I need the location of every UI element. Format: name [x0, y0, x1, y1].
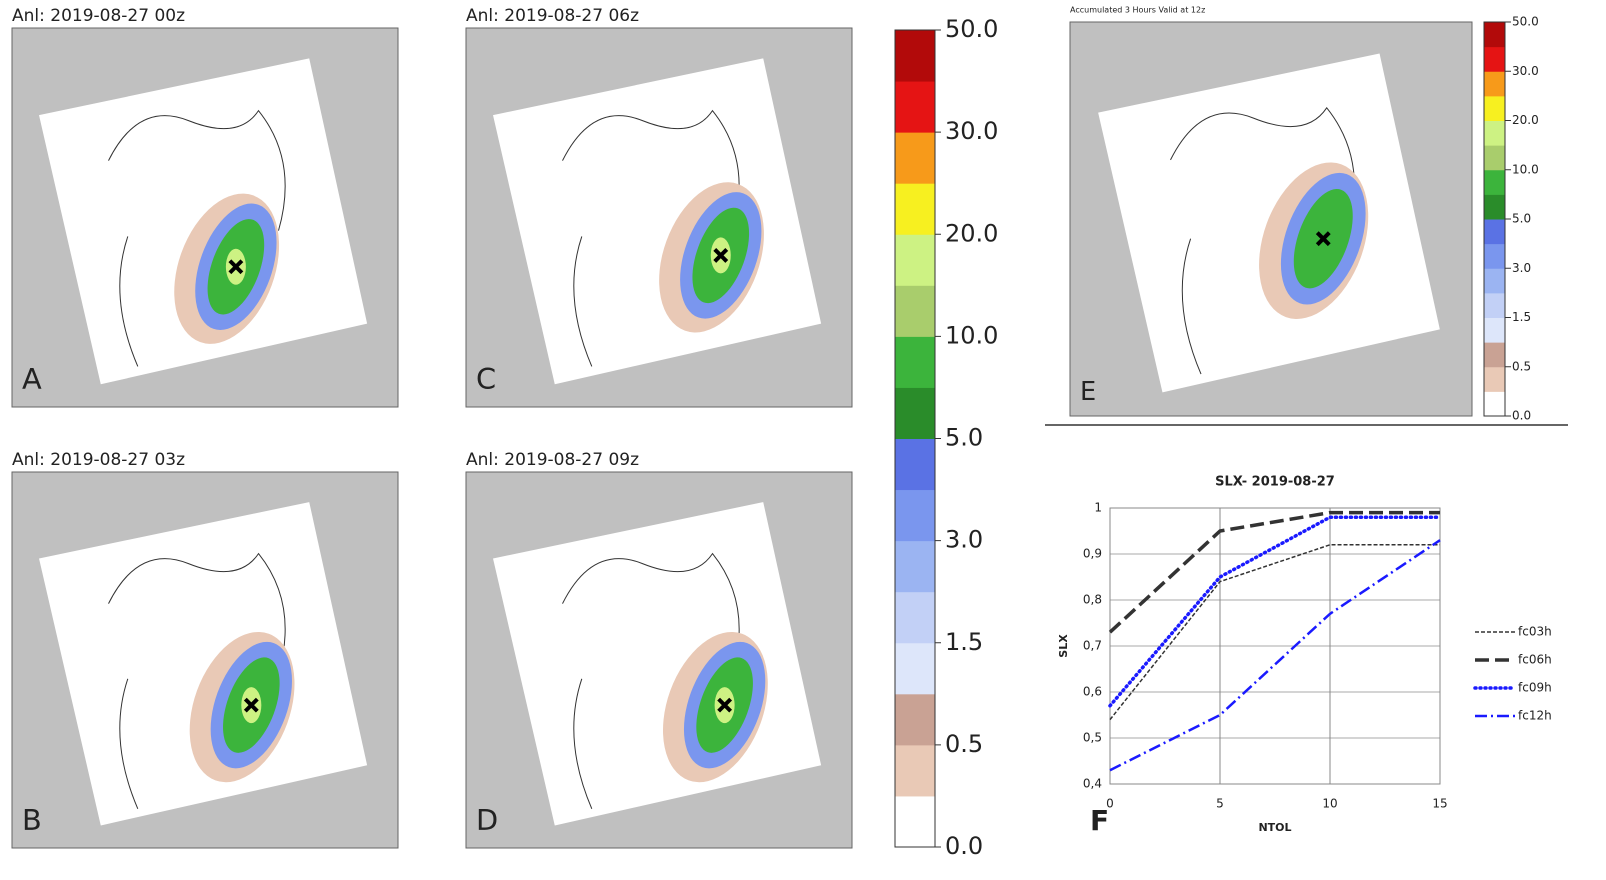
x-tick-label: 0: [1106, 797, 1114, 811]
panel-title: Anl: 2019-08-27 03z: [12, 450, 185, 470]
colorbar-band: [1484, 194, 1505, 220]
coastline: [108, 552, 286, 809]
x-tick-label: 5: [1216, 797, 1224, 811]
x-tick-label: 15: [1432, 797, 1447, 811]
colorbar-tick-label: 1.5: [945, 628, 983, 656]
colorbar-tick-label: 10.0: [945, 321, 998, 349]
colorbar-band: [1484, 46, 1505, 72]
storm-marker: [717, 697, 733, 713]
y-axis-label: SLX: [1057, 634, 1070, 658]
storm-marker: [1315, 231, 1331, 247]
colorbar-band: [895, 438, 935, 491]
colorbar-tick-label: 20.0: [1512, 113, 1539, 127]
colorbar-band: [1484, 22, 1505, 48]
colorbar-tick-label: 20.0: [945, 219, 998, 247]
colorbar-band: [895, 744, 935, 797]
colorbar-band: [895, 132, 935, 184]
colorbar-band: [895, 642, 935, 695]
colorbar-band: [895, 591, 935, 644]
y-tick-label: 0,6: [1083, 685, 1102, 699]
colorbar-tick-label: 30.0: [945, 117, 998, 145]
colorbar-tick-label: 0.0: [945, 832, 983, 860]
coastline: [562, 552, 740, 809]
series-line: [1108, 510, 1440, 634]
series-line: [1109, 539, 1441, 772]
y-tick-label: 0,4: [1083, 777, 1102, 791]
colorbar-tick-label: 3.0: [1512, 261, 1531, 275]
colorbar-band: [1484, 292, 1505, 318]
colorbar-band: [1484, 219, 1505, 245]
colorbar-band: [895, 30, 935, 82]
x-axis-label: NTOL: [1258, 821, 1291, 834]
colorbar-band: [1484, 243, 1505, 269]
colorbar-band: [895, 81, 935, 133]
colorbar-tick-label: 30.0: [1512, 64, 1539, 78]
panel-letter: C: [476, 362, 496, 396]
colorbar-tick-label: 5.0: [1512, 212, 1531, 226]
colorbar-band: [895, 540, 935, 593]
panel-letter: A: [22, 362, 42, 396]
colorbar-band: [895, 693, 935, 746]
coastline: [108, 109, 286, 367]
panel-letter: F: [1090, 804, 1109, 837]
colorbar-tick-label: 1.5: [1512, 310, 1531, 324]
colorbar-band: [1484, 342, 1505, 368]
colorbar-tick-label: 5.0: [945, 424, 983, 452]
colorbar-band: [1484, 366, 1505, 392]
colorbar-band: [895, 285, 935, 337]
series-line: [1108, 515, 1442, 708]
panel-title: Anl: 2019-08-27 09z: [466, 450, 639, 470]
colorbar-band: [895, 795, 935, 848]
colorbar-band: [895, 387, 935, 439]
legend-label: fc06h: [1518, 653, 1552, 667]
colorbar-band: [1484, 95, 1505, 121]
colorbar-tick-label: 50.0: [945, 15, 998, 43]
panel-title: Anl: 2019-08-27 00z: [12, 6, 185, 26]
colorbar-band: [895, 234, 935, 286]
panel-letter: D: [476, 803, 498, 837]
colorbar-band: [895, 183, 935, 235]
colorbar-tick-label: 3.0: [945, 526, 983, 554]
legend-label: fc09h: [1518, 681, 1552, 695]
y-tick-label: 0,9: [1083, 547, 1102, 561]
storm-marker: [228, 259, 244, 275]
panel-letter: B: [22, 803, 42, 837]
storm-marker: [713, 247, 729, 263]
colorbar-tick-label: 0.0: [1512, 409, 1531, 423]
storm-marker: [243, 697, 259, 713]
y-tick-label: 0,8: [1083, 593, 1102, 607]
panel-title: Accumulated 3 Hours Valid at 12z: [1070, 6, 1205, 15]
colorbar-band: [1484, 391, 1505, 417]
colorbar-tick-label: 0.5: [945, 730, 983, 758]
legend-label: fc12h: [1518, 709, 1552, 723]
colorbar-band: [1484, 120, 1505, 146]
x-tick-label: 10: [1322, 797, 1337, 811]
plot-frame: [1109, 507, 1441, 785]
colorbar-band: [895, 489, 935, 542]
colorbar-band: [1484, 317, 1505, 343]
coastline: [562, 109, 740, 367]
series-line: [1109, 544, 1440, 721]
y-tick-label: 0,7: [1083, 639, 1102, 653]
panel-title: Anl: 2019-08-27 06z: [466, 6, 639, 26]
colorbar-band: [1484, 169, 1505, 195]
y-tick-label: 1: [1094, 501, 1102, 515]
colorbar-band: [1484, 145, 1505, 171]
colorbar-band: [895, 336, 935, 388]
colorbar-tick-label: 50.0: [1512, 15, 1539, 29]
colorbar-band: [1484, 268, 1505, 294]
legend-label: fc03h: [1518, 625, 1552, 639]
y-tick-label: 0,5: [1083, 731, 1102, 745]
colorbar-tick-label: 10.0: [1512, 162, 1539, 176]
coastline: [1170, 106, 1355, 375]
colorbar-band: [1484, 71, 1505, 97]
colorbar-tick-label: 0.5: [1512, 359, 1531, 373]
panel-letter: E: [1080, 377, 1096, 407]
chart-title: SLX- 2019-08-27: [1215, 475, 1335, 490]
